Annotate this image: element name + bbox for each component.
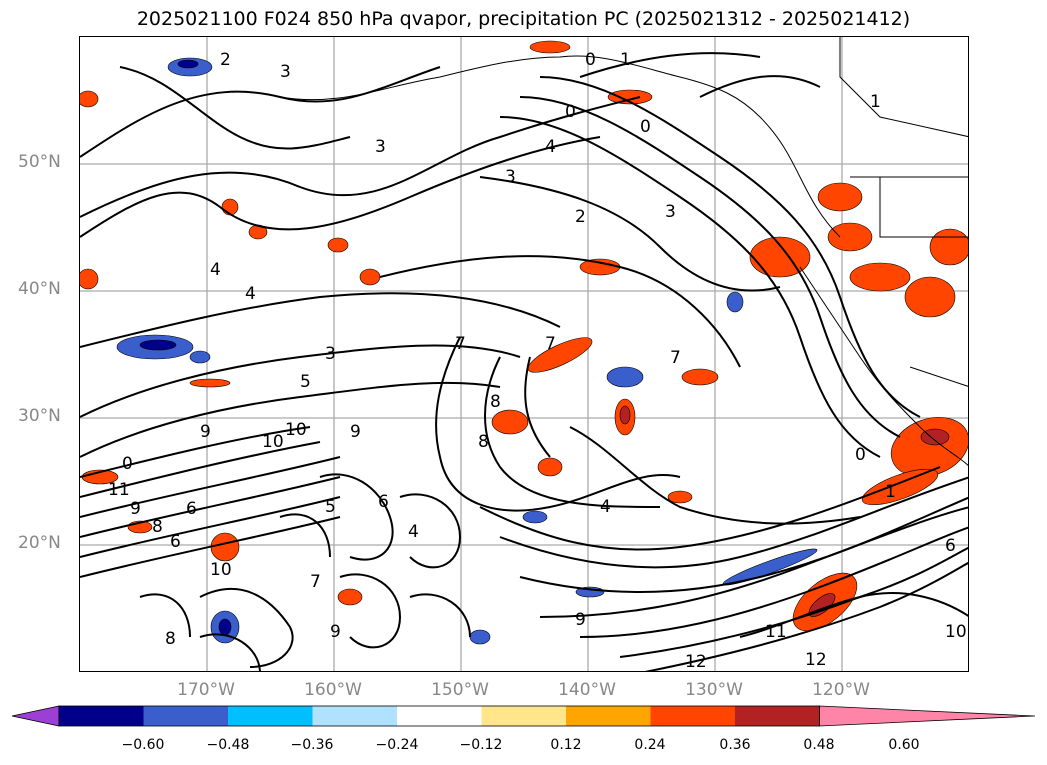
colorbar-cell bbox=[397, 706, 482, 726]
contour-label: 0 bbox=[565, 102, 576, 122]
contour-label: 3 bbox=[375, 137, 386, 157]
colorbar-tick: −0.36 bbox=[290, 737, 334, 753]
contour-label: 5 bbox=[300, 372, 311, 392]
contour-label: 2 bbox=[575, 207, 586, 227]
contour-label: 8 bbox=[152, 517, 163, 537]
contour-label: 11 bbox=[765, 622, 787, 642]
colorbar-tick: −0.24 bbox=[375, 737, 419, 753]
contour-label: 4 bbox=[600, 497, 611, 517]
colorbar-extend-high bbox=[819, 705, 1036, 727]
contour-label: 9 bbox=[350, 422, 361, 442]
qvapor-contours bbox=[80, 52, 968, 671]
contour-label: 9 bbox=[330, 622, 341, 642]
colorbar-cell bbox=[59, 706, 144, 726]
contour-label: 7 bbox=[670, 348, 681, 368]
contour-label: 4 bbox=[245, 284, 256, 304]
colorbar-cell bbox=[143, 706, 229, 726]
colorbar-cells bbox=[11, 705, 1036, 727]
colorbar-tick: 0.24 bbox=[634, 737, 666, 753]
contour-label: 5 bbox=[325, 497, 336, 517]
lat-label-40n: 40°N bbox=[18, 279, 61, 299]
contour-label: 6 bbox=[378, 492, 389, 512]
contour-label: 7 bbox=[455, 334, 466, 354]
lon-label-160w: 160°W bbox=[304, 680, 362, 700]
map-panel: 2 3 0 1 1 0 0 4 3 3 2 3 4 4 3 5 7 7 7 8 9 10 0 11 9 6 8 6 9 10 8 6 4 5 7 10… bbox=[79, 36, 969, 672]
contour-label: 3 bbox=[665, 202, 676, 222]
coastline bbox=[279, 37, 968, 466]
precip-patches bbox=[80, 40, 968, 645]
lon-label-120w: 120°W bbox=[812, 680, 870, 700]
contour-label: 6 bbox=[170, 532, 181, 552]
colorbar-cell bbox=[735, 706, 820, 726]
colorbar-frame bbox=[58, 705, 820, 727]
contour-label: 7 bbox=[310, 572, 321, 592]
contour-label: 12 bbox=[685, 652, 707, 672]
contour-label: 8 bbox=[478, 432, 489, 452]
colorbar-tick: 0.48 bbox=[803, 737, 835, 753]
colorbar-tick: −0.12 bbox=[459, 737, 503, 753]
lat-label-20n: 20°N bbox=[18, 533, 61, 553]
contour-label: 1 bbox=[870, 92, 881, 112]
colorbar-cell bbox=[650, 706, 736, 726]
contour-label: 10 bbox=[285, 420, 307, 440]
contour-label: 4 bbox=[545, 137, 556, 157]
contour-label: 2 bbox=[220, 50, 231, 70]
colorbar bbox=[11, 705, 1036, 727]
lon-label-130w: 130°W bbox=[685, 680, 743, 700]
colorbar-tick: 0.60 bbox=[888, 737, 920, 753]
contour-label: 3 bbox=[505, 167, 516, 187]
contour-label: 9 bbox=[575, 610, 586, 630]
contour-label: 1 bbox=[885, 482, 896, 502]
colorbar-cell bbox=[312, 706, 398, 726]
contour-label: 0 bbox=[122, 454, 133, 474]
lon-label-140w: 140°W bbox=[558, 680, 616, 700]
colorbar-cell bbox=[481, 706, 567, 726]
contour-label: 6 bbox=[186, 499, 197, 519]
contour-label: 1 bbox=[620, 50, 631, 70]
lon-label-150w: 150°W bbox=[431, 680, 489, 700]
colorbar-tick: 0.36 bbox=[719, 737, 751, 753]
contour-label: 10 bbox=[210, 560, 232, 580]
contour-label: 0 bbox=[640, 117, 651, 137]
contour-label: 10 bbox=[262, 432, 284, 452]
contour-label: 8 bbox=[490, 392, 501, 412]
contour-label: 3 bbox=[325, 344, 336, 364]
contour-label: 3 bbox=[280, 62, 291, 82]
lon-label-170w: 170°W bbox=[177, 680, 235, 700]
contour-label: 4 bbox=[210, 260, 221, 280]
contour-label: 0 bbox=[855, 445, 866, 465]
lat-label-30n: 30°N bbox=[18, 406, 61, 426]
contour-label: 8 bbox=[165, 629, 176, 649]
contour-label: 11 bbox=[108, 480, 130, 500]
contour-label: 7 bbox=[545, 334, 556, 354]
contour-label: 9 bbox=[130, 499, 141, 519]
colorbar-tick: 0.12 bbox=[550, 737, 582, 753]
contour-label: 10 bbox=[945, 622, 967, 642]
lat-label-50n: 50°N bbox=[18, 152, 61, 172]
contour-label: 12 bbox=[805, 650, 827, 670]
contour-label: 9 bbox=[200, 422, 211, 442]
contour-label: 4 bbox=[408, 522, 419, 542]
figure-title: 2025021100 F024 850 hPa qvapor, precipit… bbox=[136, 8, 911, 30]
contour-label: 0 bbox=[585, 50, 596, 70]
colorbar-tick: −0.48 bbox=[206, 737, 250, 753]
contour-label: 6 bbox=[945, 536, 956, 556]
colorbar-cell bbox=[228, 706, 313, 726]
colorbar-tick: −0.60 bbox=[121, 737, 165, 753]
colorbar-extend-low bbox=[11, 705, 60, 727]
colorbar-cell bbox=[566, 706, 651, 726]
